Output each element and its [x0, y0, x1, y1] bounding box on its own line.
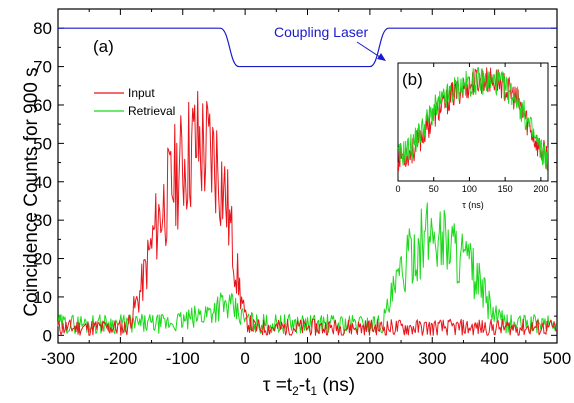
x-axis-label-base: τ =t	[263, 375, 293, 396]
y-tick-label: 0	[43, 326, 52, 345]
x-tick-label: -100	[166, 349, 200, 368]
panel-label-a: (a)	[93, 37, 114, 56]
x-tick-label: -200	[103, 349, 137, 368]
inset-x-tick-label: 50	[429, 184, 439, 194]
main-plot-area: -300 -200 -100 0 100 200 300 400 500010203040506…	[33, 8, 571, 368]
x-axis-label-sub1: 2	[292, 384, 299, 398]
y-tick-label: 70	[33, 58, 52, 77]
y-tick-label: 80	[33, 19, 52, 38]
x-axis-label-mid: -t	[299, 375, 311, 396]
x-axis-label-unit: (ns)	[317, 375, 355, 396]
series-retrieval-line	[57, 202, 557, 335]
coupling-laser-line	[58, 27, 557, 68]
x-tick-label: 300	[418, 349, 446, 368]
y-tick-label: 30	[33, 211, 52, 230]
annotation-arrow-head	[377, 53, 386, 61]
coupling-laser-annotation: Coupling Laser	[274, 24, 369, 40]
x-tick-label: 100	[293, 349, 321, 368]
y-tick-label: 40	[33, 173, 52, 192]
x-tick-label: -300	[41, 349, 75, 368]
y-tick-label: 20	[33, 250, 52, 269]
series-input-line	[57, 90, 557, 336]
x-tick-label: 500	[543, 349, 571, 368]
annotation-arrow-line	[356, 41, 384, 60]
inset-x-tick-label: 150	[498, 184, 513, 194]
inset-panel-label: (b)	[402, 70, 423, 89]
x-tick-label: 200	[356, 349, 384, 368]
legend-label-input: Input	[128, 86, 155, 100]
inset-x-tick-label: 100	[462, 184, 477, 194]
x-tick-label: 400	[480, 349, 508, 368]
y-tick-label: 10	[33, 288, 52, 307]
inset-x-tick-label: 0	[395, 184, 400, 194]
legend: Input Retrieval	[94, 86, 175, 118]
inset-x-axis-label: τ (ns)	[462, 200, 484, 210]
inset-plot: 0 50 100 150 200 τ (ns) (b)	[395, 62, 549, 210]
x-axis-label-sub2: 1	[310, 384, 317, 398]
inset-x-tick-label: 200	[533, 184, 548, 194]
y-tick-label: 60	[33, 96, 52, 115]
y-axis-label: Coincidence Counts for 900 s	[21, 67, 42, 316]
inset-series-retrieval-line	[397, 67, 549, 171]
x-axis-label: τ =t2-t1 (ns)	[263, 375, 355, 398]
legend-label-retrieval: Retrieval	[128, 104, 175, 118]
y-tick-label: 50	[33, 134, 52, 153]
x-tick-label: 0	[240, 349, 249, 368]
